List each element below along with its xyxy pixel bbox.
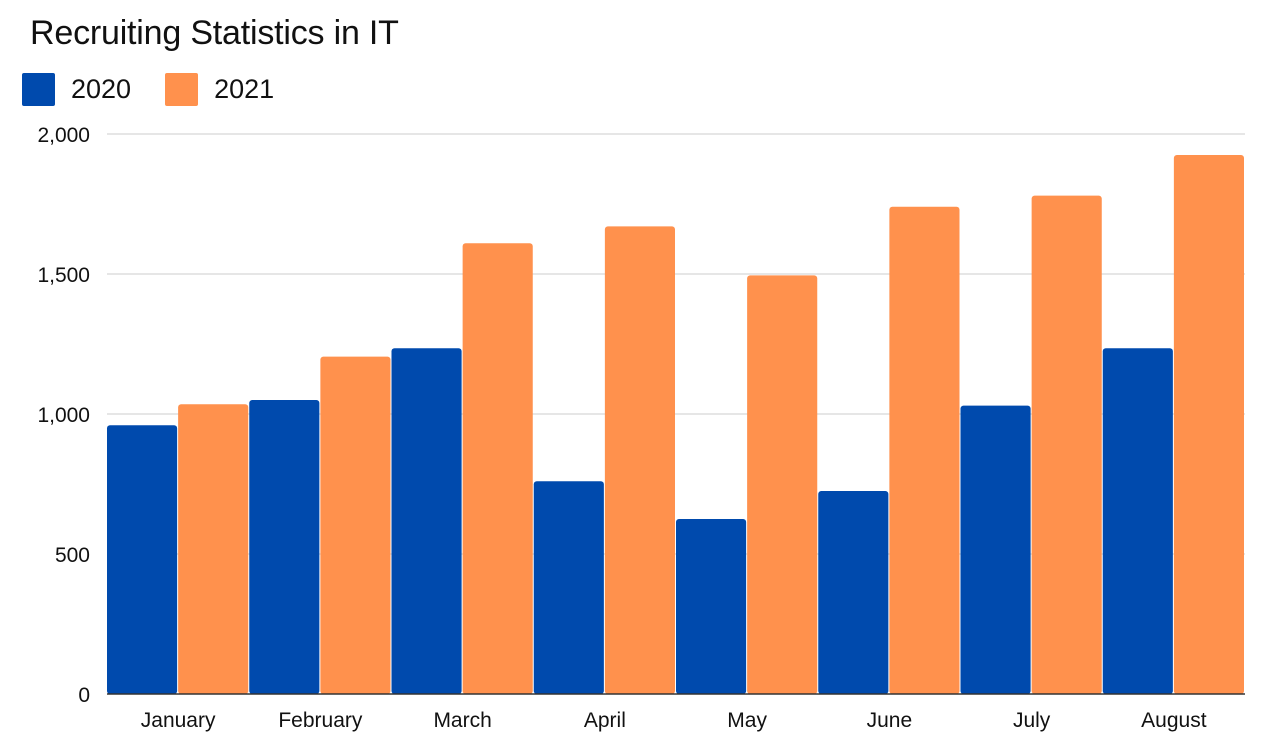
legend-item-2020: 2020 bbox=[22, 73, 131, 106]
y-tick-label: 500 bbox=[55, 544, 90, 567]
legend-swatch-2021 bbox=[165, 73, 199, 106]
x-tick-label-june: June bbox=[867, 709, 913, 732]
y-tick-label: 1,500 bbox=[37, 264, 90, 287]
y-tick-label: 1,000 bbox=[37, 404, 90, 427]
legend-item-2021: 2021 bbox=[165, 73, 274, 106]
bar-2021-july bbox=[1031, 195, 1102, 694]
bar-2021-june bbox=[889, 206, 960, 695]
bar-2021-january bbox=[178, 404, 249, 694]
bar-2021-march bbox=[462, 243, 533, 694]
bar-2020-january bbox=[107, 425, 178, 694]
y-tick-label: 0 bbox=[78, 684, 90, 707]
legend-swatch-2020 bbox=[22, 73, 55, 106]
x-tick-label-january: January bbox=[141, 709, 216, 732]
bars bbox=[107, 155, 1244, 695]
bar-2020-june bbox=[818, 491, 889, 694]
bar-2020-august bbox=[1102, 348, 1173, 694]
x-tick-label-march: March bbox=[433, 709, 491, 732]
y-tick-label: 2,000 bbox=[37, 124, 90, 147]
chart-title: Recruiting Statistics in IT bbox=[30, 14, 399, 52]
bar-2021-april bbox=[604, 226, 675, 694]
x-tick-label-july: July bbox=[1013, 709, 1051, 732]
x-tick-label-may: May bbox=[727, 709, 767, 732]
bar-2021-may bbox=[747, 275, 818, 694]
bar-2020-july bbox=[960, 405, 1031, 694]
bar-2021-february bbox=[320, 356, 391, 694]
legend-label-2020: 2020 bbox=[71, 74, 132, 104]
bar-2021-august bbox=[1173, 155, 1244, 694]
bar-2020-april bbox=[533, 481, 604, 694]
x-tick-label-february: February bbox=[278, 709, 363, 732]
bar-2020-march bbox=[391, 348, 462, 694]
bar-2020-may bbox=[676, 519, 747, 694]
x-tick-label-august: August bbox=[1141, 709, 1207, 732]
bar-2020-february bbox=[249, 400, 320, 694]
legend-label-2021: 2021 bbox=[214, 74, 275, 104]
axes: 0 500 1,000 1,500 2,000 January February March A… bbox=[37, 124, 1245, 732]
legend: 2020 2021 bbox=[22, 73, 308, 106]
x-tick-label-april: April bbox=[584, 709, 626, 732]
